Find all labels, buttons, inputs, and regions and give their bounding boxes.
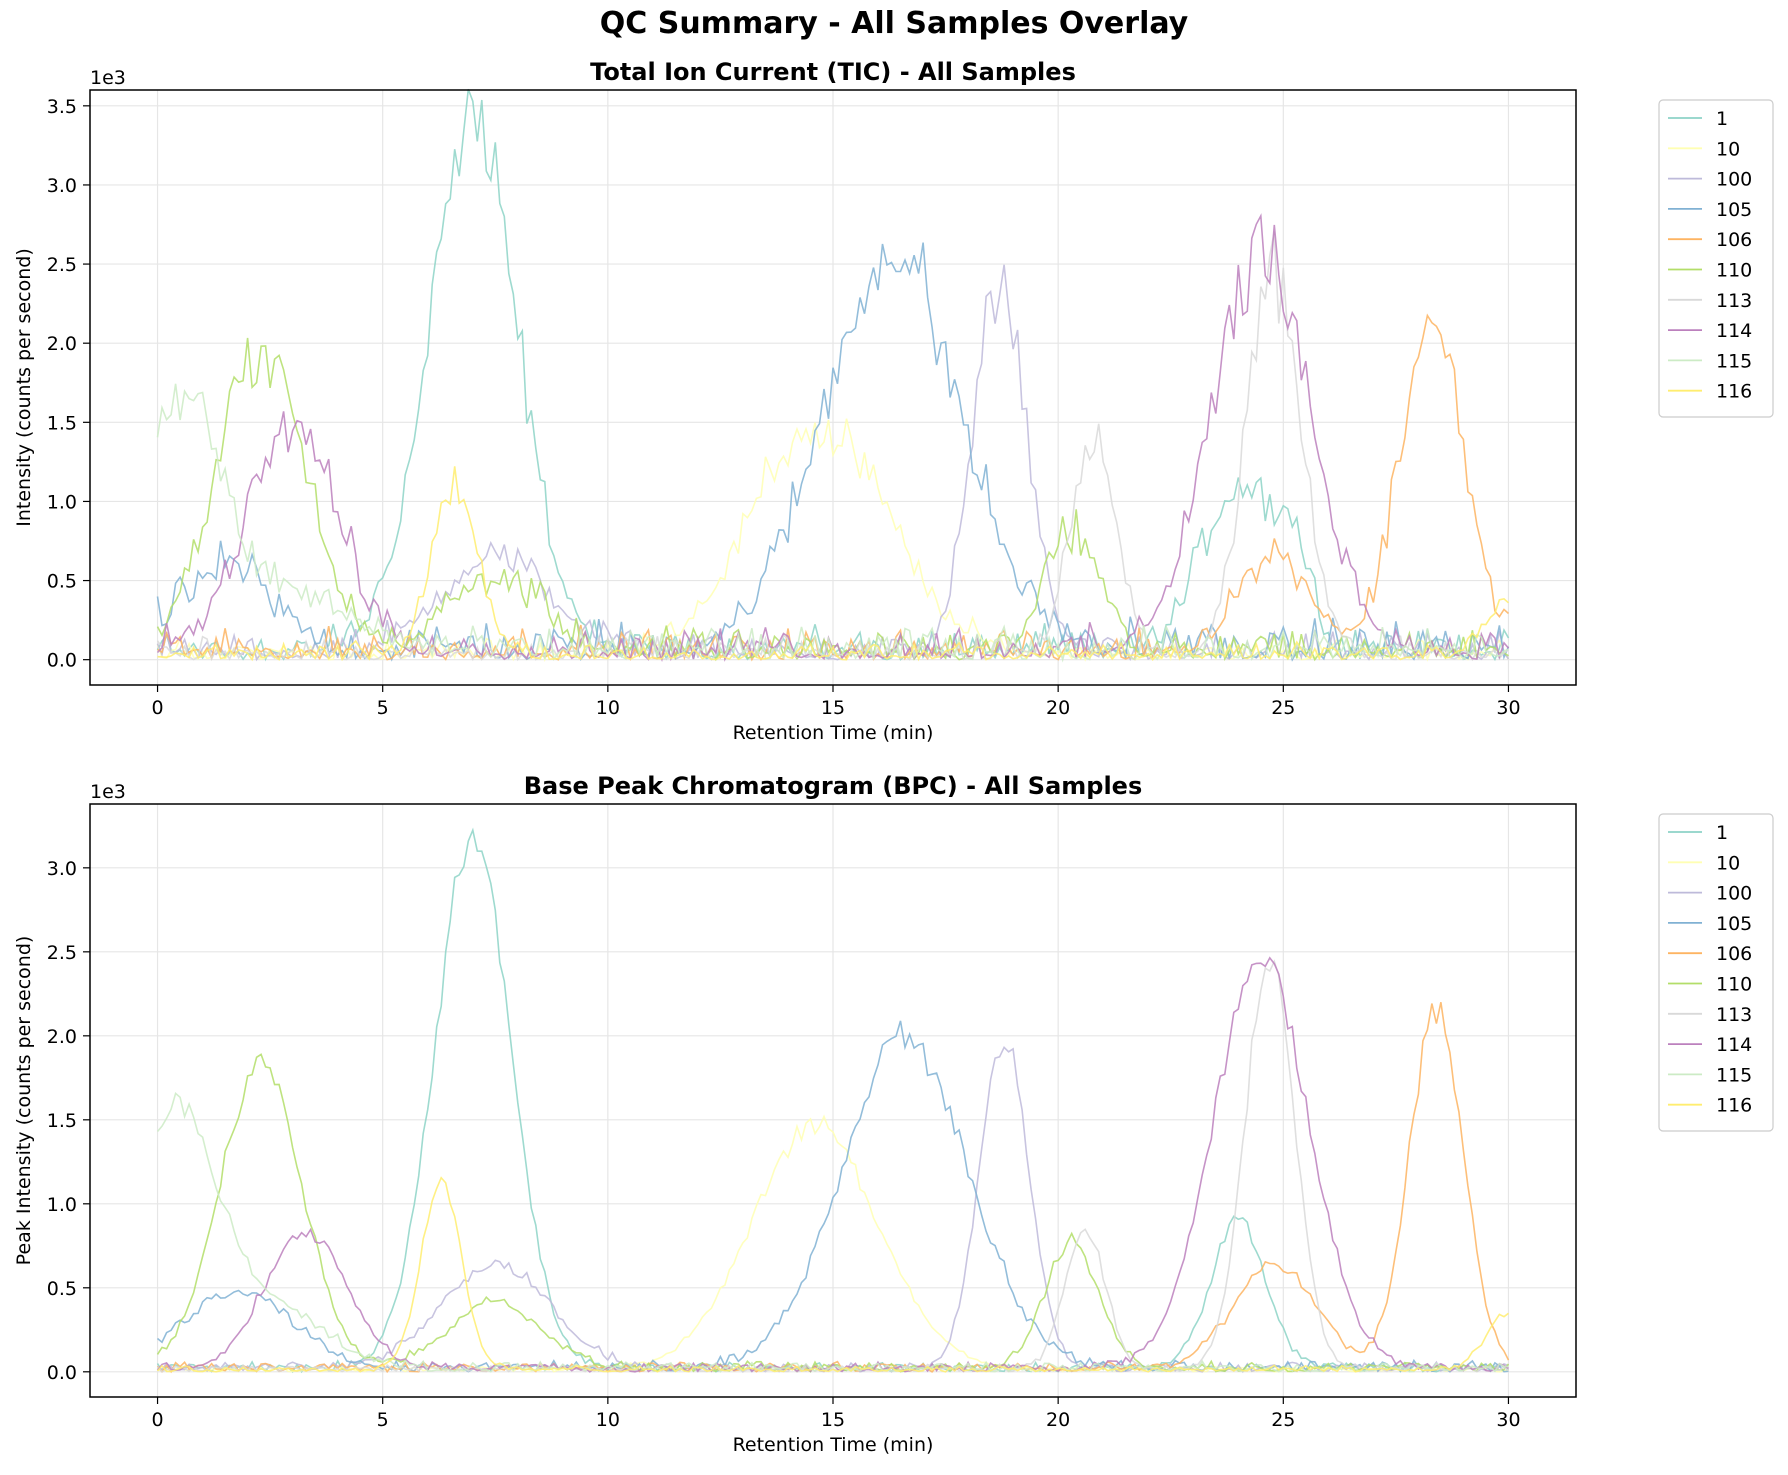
series-line-10 <box>156 418 1510 663</box>
y-tick-label: 1.5 <box>47 1110 77 1132</box>
y-tick-label: 2.0 <box>47 1026 77 1048</box>
legend-label-105: 105 <box>1716 199 1752 221</box>
x-axis-label: Retention Time (min) <box>733 722 934 744</box>
x-tick-label: 15 <box>821 1409 845 1431</box>
y-tick-label: 3.0 <box>47 175 77 197</box>
x-tick-label: 5 <box>377 697 389 719</box>
x-tick-label: 20 <box>1046 1409 1070 1431</box>
legend-label-116: 116 <box>1716 1095 1752 1117</box>
y-tick-label: 2.5 <box>47 254 77 276</box>
x-tick-label: 0 <box>151 1409 163 1431</box>
legend-label-10: 10 <box>1716 138 1740 160</box>
legend-label-113: 113 <box>1716 290 1752 312</box>
x-tick-label: 25 <box>1271 697 1295 719</box>
x-tick-label: 10 <box>596 697 620 719</box>
legend-label-114: 114 <box>1716 1034 1752 1056</box>
y-axis-label: Intensity (counts per second) <box>13 248 35 526</box>
y-tick-label: 3.0 <box>47 858 77 880</box>
legend-label-115: 115 <box>1716 350 1752 372</box>
legend-label-100: 100 <box>1716 169 1752 191</box>
legend-label-105: 105 <box>1716 913 1752 935</box>
x-tick-label: 20 <box>1046 697 1070 719</box>
x-tick-label: 15 <box>821 697 845 719</box>
figure-title: QC Summary - All Samples Overlay <box>599 6 1189 41</box>
series-line-115 <box>156 1091 1509 1373</box>
y-tick-label: 0.0 <box>47 650 77 672</box>
legend-label-106: 106 <box>1716 229 1752 251</box>
legend-label-1: 1 <box>1716 822 1728 844</box>
y-tick-label: 0.5 <box>47 1278 77 1300</box>
plot-title: Total Ion Current (TIC) - All Samples <box>590 58 1076 86</box>
y-offset-text: 1e3 <box>90 67 126 89</box>
chart-panel-2: 0 5 10 15 20 25 30 0.0 0.5 1.0 1.5 2.0 2.5 3.0 1e3 Base… <box>13 772 1774 1456</box>
y-tick-label: 2.5 <box>47 942 77 964</box>
y-tick-label: 1.5 <box>47 412 77 434</box>
x-tick-label: 30 <box>1496 697 1520 719</box>
y-tick-label: 1.0 <box>47 491 77 513</box>
legend-label-110: 110 <box>1716 260 1752 282</box>
series-line-114 <box>156 956 1509 1373</box>
x-tick-label: 25 <box>1271 1409 1295 1431</box>
series-line-114 <box>156 213 1510 663</box>
legend-label-110: 110 <box>1716 974 1752 996</box>
y-tick-label: 2.0 <box>47 333 77 355</box>
legend-label-114: 114 <box>1716 320 1752 342</box>
x-tick-label: 10 <box>596 1409 620 1431</box>
series-line-106 <box>157 313 1510 662</box>
legend-label-115: 115 <box>1716 1064 1752 1086</box>
x-tick-label: 5 <box>377 1409 389 1431</box>
y-axis-label: Peak Intensity (counts per second) <box>13 936 35 1266</box>
series-line-115 <box>156 383 1509 663</box>
legend-label-116: 116 <box>1716 381 1752 403</box>
legend-label-10: 10 <box>1716 852 1740 874</box>
y-tick-label: 1.0 <box>47 1194 77 1216</box>
y-tick-label: 0.5 <box>47 571 77 593</box>
chart-panel-1: 0 5 10 15 20 25 30 0.0 0.5 1.0 1.5 2.0 2.5 3.0 3.5 1e3 T… <box>13 58 1774 744</box>
plot-title: Base Peak Chromatogram (BPC) - All Sampl… <box>524 772 1143 800</box>
legend-label-106: 106 <box>1716 943 1752 965</box>
series-line-116 <box>156 1176 1509 1373</box>
y-offset-text: 1e3 <box>90 781 126 803</box>
legend-label-113: 113 <box>1716 1004 1752 1026</box>
x-axis-label: Retention Time (min) <box>733 1434 934 1456</box>
x-tick-label: 0 <box>151 697 163 719</box>
y-tick-label: 3.5 <box>47 96 77 118</box>
series-line-116 <box>157 466 1510 662</box>
legend-label-1: 1 <box>1716 108 1728 130</box>
y-tick-label: 0.0 <box>47 1362 77 1384</box>
x-tick-label: 30 <box>1496 1409 1520 1431</box>
legend-label-100: 100 <box>1716 883 1752 905</box>
